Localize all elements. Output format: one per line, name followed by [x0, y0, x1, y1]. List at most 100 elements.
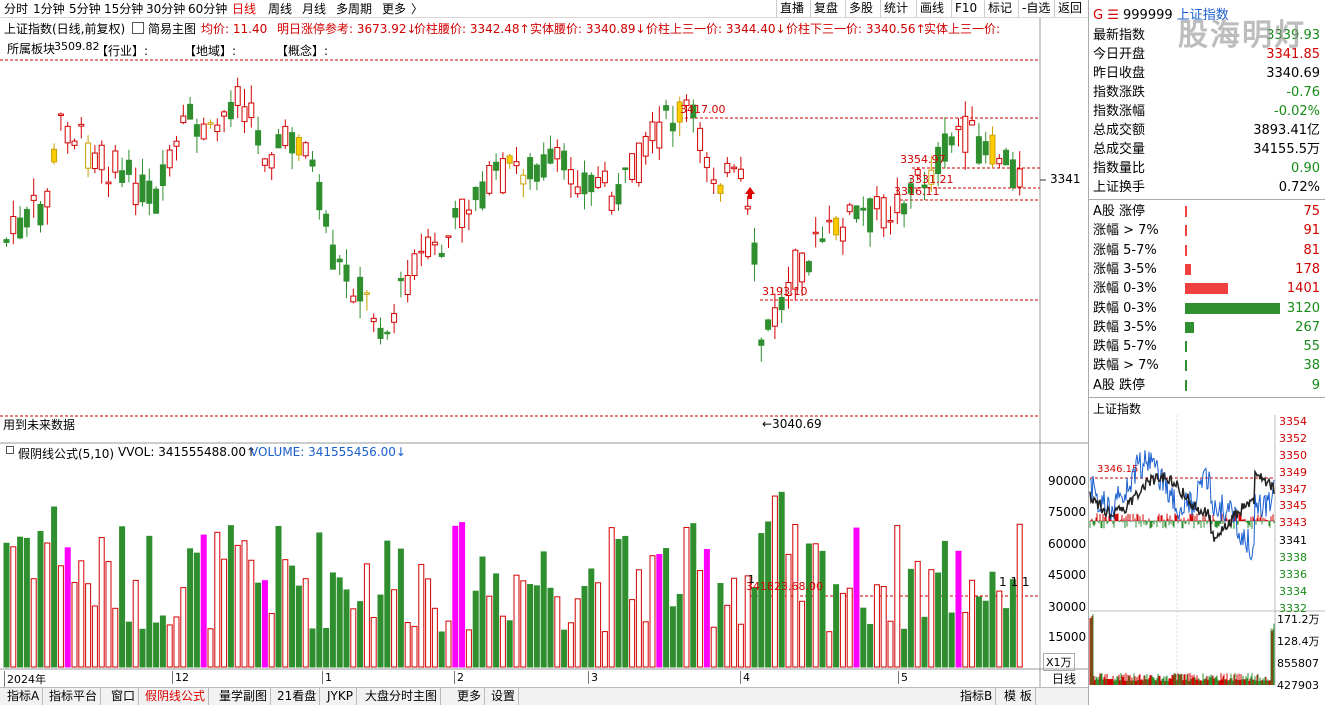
- kline-chart[interactable]: [0, 0, 1088, 687]
- period-tab-multi[interactable]: 多周期: [336, 2, 373, 16]
- distribution-value: 3120: [1286, 300, 1320, 316]
- volume-bar: [540, 551, 547, 668]
- volume-axis-label: 75000: [1048, 505, 1087, 519]
- layout-icon[interactable]: [132, 22, 144, 34]
- vvol-value: VVOL: 341555488.00↑: [118, 445, 257, 459]
- candle-body: [37, 203, 44, 226]
- review-button[interactable]: 复盘: [810, 0, 841, 17]
- x-axis-label: 3: [588, 671, 598, 684]
- sector-industry: 【行业】:: [96, 44, 149, 58]
- candle-body: [17, 217, 24, 239]
- candle-body: [527, 157, 534, 180]
- bottom-tab[interactable]: 窗口: [108, 688, 140, 705]
- stats-button[interactable]: 统计: [880, 0, 911, 17]
- distribution-bar: [1185, 341, 1187, 353]
- bottom-tab[interactable]: 大盘分时主图: [362, 688, 442, 705]
- bottom-tab[interactable]: JYKP: [324, 688, 357, 705]
- quote-row: 指数量比 0.90: [1093, 159, 1322, 178]
- x-axis-label: 12: [172, 671, 189, 684]
- volume-bar: [37, 530, 44, 668]
- candle-body: [839, 226, 846, 242]
- period-tab-30min[interactable]: 30分钟: [146, 2, 186, 16]
- candle-body: [894, 193, 901, 214]
- bottom-tab[interactable]: 指标A: [4, 688, 44, 705]
- back-button[interactable]: 返回: [1054, 0, 1085, 17]
- bottom-tab[interactable]: 量学副图: [216, 688, 272, 705]
- collapse-icon[interactable]: [6, 446, 14, 454]
- main-chart-label[interactable]: 简易主图: [148, 22, 197, 36]
- candle-body: [751, 242, 758, 265]
- candle-body: [132, 182, 139, 206]
- annotation-3354: 3354.97: [900, 153, 946, 166]
- quote-name: 上证指数: [1176, 8, 1229, 23]
- candle-body: [506, 155, 513, 164]
- volume-bar: [493, 573, 500, 668]
- candle-body: [969, 120, 976, 126]
- quote-value: 3893.41亿: [1253, 123, 1320, 138]
- annotation-3331: 3331.21: [908, 173, 954, 186]
- bottom-tab[interactable]: 指标平台: [46, 688, 102, 705]
- period-tab-60min[interactable]: 60分钟: [188, 2, 228, 16]
- period-tab-daily[interactable]: 日线: [232, 2, 257, 16]
- intraday-mini-chart[interactable]: 3354 3352 3350 3349 3347 3345 3343 3341 3338 3336…: [1089, 415, 1325, 705]
- more-arrow-icon[interactable]: 〉: [411, 2, 424, 16]
- period-tab-monthly[interactable]: 月线: [302, 2, 327, 16]
- f10-button[interactable]: F10: [951, 0, 980, 17]
- mark-button[interactable]: 标记: [984, 0, 1015, 17]
- period-tab-5min[interactable]: 5分钟: [69, 2, 101, 16]
- mini-scale-label: 3334: [1279, 585, 1307, 598]
- volume-bar: [581, 585, 588, 668]
- bottom-tab[interactable]: 21看盘: [274, 688, 321, 705]
- volume-bar: [329, 572, 336, 668]
- candle-body: [567, 169, 574, 185]
- candle-body: [608, 195, 615, 211]
- volume-bar: [969, 579, 976, 668]
- mini-scale-label: 3350: [1279, 449, 1307, 462]
- period-tab-1min[interactable]: 1分钟: [33, 2, 65, 16]
- live-button[interactable]: 直播: [776, 0, 807, 17]
- draw-line-button[interactable]: 画线: [916, 0, 947, 17]
- candle-body: [465, 209, 472, 215]
- sector-belongs: 所属板块: [7, 42, 56, 56]
- period-tab-weekly[interactable]: 周线: [268, 2, 293, 16]
- volume-bar: [737, 623, 744, 668]
- candle-body: [642, 135, 649, 157]
- volume-bar: [227, 525, 234, 668]
- candle-body: [561, 150, 568, 171]
- bottom-tab[interactable]: 设置: [488, 688, 520, 705]
- candle-body: [765, 319, 772, 330]
- candle-body: [771, 307, 778, 327]
- distribution-row: A股 涨停 75: [1093, 202, 1322, 221]
- bottom-tab[interactable]: 假阴线公式: [142, 688, 210, 705]
- candle-body: [717, 184, 724, 194]
- quote-row: 上证换手 0.72%: [1093, 178, 1322, 197]
- period-tab-15min[interactable]: 15分钟: [104, 2, 144, 16]
- volume-bar: [724, 604, 731, 668]
- candle-body: [180, 115, 187, 124]
- candle-body: [336, 258, 343, 263]
- volume-bar: [792, 524, 799, 668]
- candle-body: [71, 140, 78, 146]
- multi-stock-button[interactable]: 多股: [845, 0, 876, 17]
- candle-body: [887, 220, 894, 223]
- indicator-b-tab[interactable]: 指标B: [957, 688, 997, 705]
- indicator-name[interactable]: 假阴线公式(5,10): [18, 447, 115, 461]
- volume-bar: [901, 628, 908, 668]
- body-upper-price: 实体上三一价:: [924, 22, 1001, 36]
- remove-watchlist-button[interactable]: -自选: [1018, 0, 1053, 17]
- quote-label: 昨日收盘: [1093, 66, 1146, 81]
- bottom-tab[interactable]: 更多: [454, 688, 486, 705]
- candle-body: [30, 194, 37, 201]
- volume-bar: [962, 611, 969, 668]
- period-tab-fenshi[interactable]: 分时: [4, 2, 29, 16]
- period-tab-more[interactable]: 更多: [382, 2, 407, 16]
- candle-body: [255, 130, 262, 146]
- distribution-row: 涨幅 0-3% 1401: [1093, 279, 1322, 298]
- distribution-row: 涨幅 > 7% 91: [1093, 221, 1322, 240]
- quote-label: 上证换手: [1093, 180, 1146, 195]
- candle-body: [975, 136, 982, 164]
- volume-bar: [159, 615, 166, 668]
- template-tab[interactable]: 模 板: [1001, 688, 1036, 705]
- candle-body: [227, 101, 234, 120]
- volume-bar: [554, 596, 561, 668]
